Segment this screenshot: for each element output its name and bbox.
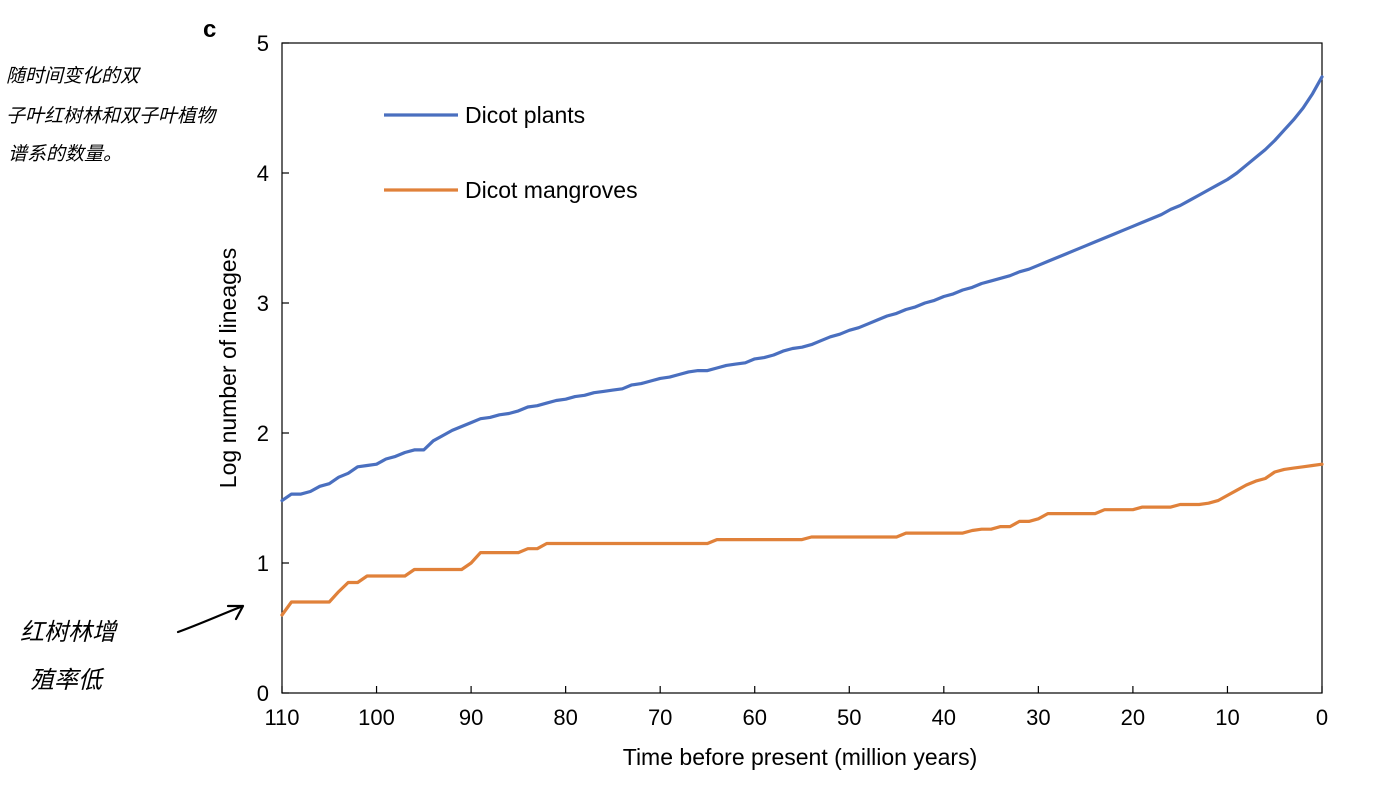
series-line-dicot-plants: [280, 75, 1324, 503]
series-layer: [280, 75, 1324, 617]
x-tick-label: 50: [837, 705, 861, 730]
y-axis-ticks: 0 1 2 3 4 5: [257, 31, 289, 706]
top-left-note: 随时间变化的双 子叶红树林和双子叶植物 谱系的数量。: [6, 65, 218, 165]
x-tick-label: 10: [1215, 705, 1239, 730]
bottom-left-note-line-2: 殖率低: [30, 666, 105, 694]
y-tick-label: 3: [257, 291, 269, 316]
y-tick-label: 5: [257, 31, 269, 56]
x-tick-label: 70: [648, 705, 672, 730]
panel-label: c: [203, 16, 216, 43]
legend: Dicot plants Dicot mangroves: [384, 102, 638, 203]
y-tick-label: 4: [257, 161, 269, 186]
y-tick-label: 1: [257, 551, 269, 576]
legend-entry-label: Dicot mangroves: [465, 177, 638, 203]
x-tick-label: 110: [264, 705, 299, 730]
x-tick-label: 0: [1316, 705, 1328, 730]
x-axis-label: Time before present (million years): [623, 744, 978, 770]
x-tick-label: 20: [1121, 705, 1145, 730]
x-axis-ticks: 110 100 90 80 70 60 50 40 30 20 10 0: [264, 686, 1328, 730]
top-left-note-line-3: 谱系的数量。: [8, 143, 122, 165]
plot-frame: [281, 42, 1323, 694]
x-tick-label: 40: [932, 705, 956, 730]
x-tick-label: 30: [1026, 705, 1050, 730]
x-tick-label: 60: [742, 705, 766, 730]
arrow-icon: [176, 604, 245, 634]
bottom-left-note-line-1: 红树林增: [20, 618, 118, 646]
legend-entry-label: Dicot plants: [465, 102, 585, 128]
bottom-left-note: 红树林增 殖率低: [20, 604, 245, 694]
y-axis-label: Log number of lineages: [215, 248, 241, 488]
y-tick-label: 2: [257, 421, 269, 446]
top-left-note-line-2: 子叶红树林和双子叶植物: [6, 105, 218, 127]
x-tick-label: 80: [553, 705, 577, 730]
y-tick-label: 0: [257, 681, 269, 706]
top-left-note-line-1: 随时间变化的双: [6, 65, 142, 87]
x-tick-label: 100: [358, 705, 395, 730]
series-line-dicot-mangroves: [280, 462, 1324, 617]
x-tick-label: 90: [459, 705, 483, 730]
